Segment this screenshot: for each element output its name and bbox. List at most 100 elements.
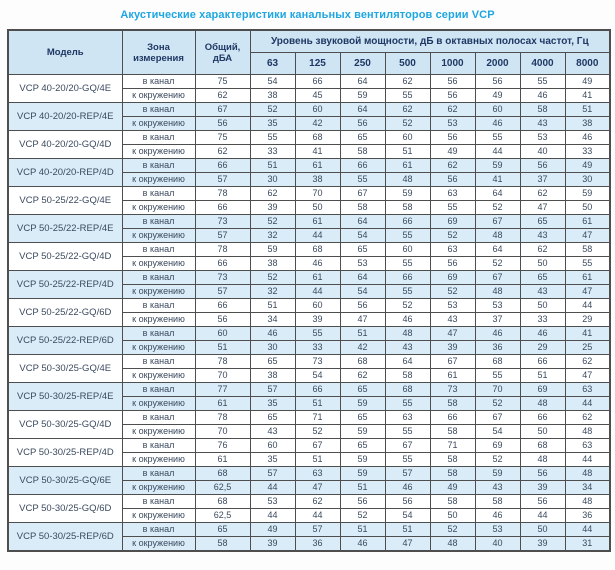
band-value-cell: 59 (474, 466, 521, 481)
zone-cell: к окружению (121, 396, 196, 411)
band-value-cell: 61 (294, 158, 341, 173)
band-value-cell: 59 (339, 452, 386, 467)
band-value-cell: 58 (429, 452, 476, 467)
band-value-cell: 68 (294, 242, 341, 257)
band-value-cell: 55 (384, 228, 431, 243)
band-value-cell: 55 (474, 130, 521, 145)
band-value-cell: 30 (249, 172, 296, 187)
band-value-cell: 50 (519, 256, 566, 271)
band-value-cell: 46 (294, 256, 341, 271)
band-value-cell: 51 (384, 522, 431, 537)
band-value-cell: 40 (519, 144, 566, 159)
page-title: Акустические характеристики канальных ве… (120, 9, 495, 21)
band-value-cell: 67 (474, 214, 521, 229)
zone-cell: к окружению (121, 256, 196, 271)
band-value-cell: 42 (339, 340, 386, 355)
band-value-cell: 68 (339, 354, 386, 369)
col-header-freq-250: 250 (339, 52, 386, 75)
band-value-cell: 33 (519, 312, 566, 327)
band-value-cell: 36 (474, 340, 521, 355)
band-value-cell: 35 (249, 396, 296, 411)
band-value-cell: 47 (339, 312, 386, 327)
band-value-cell: 68 (384, 382, 431, 397)
band-value-cell: 48 (564, 424, 611, 439)
band-value-cell: 55 (384, 88, 431, 103)
band-value-cell: 37 (474, 312, 521, 327)
total-value-cell: 77 (194, 382, 251, 397)
zone-cell: в канал (121, 438, 196, 453)
zone-cell: в канал (121, 158, 196, 173)
band-value-cell: 50 (519, 522, 566, 537)
band-value-cell: 58 (519, 102, 566, 117)
band-value-cell: 66 (429, 410, 476, 425)
band-value-cell: 54 (339, 228, 386, 243)
band-value-cell: 65 (339, 242, 386, 257)
table-row: VCP 50-25/22-GQ/4D в канал 78 59 68 65 60 63 64 6… (7, 242, 611, 271)
band-value-cell: 63 (384, 410, 431, 425)
band-value-cell: 61 (294, 214, 341, 229)
band-value-cell: 62 (249, 186, 296, 201)
table-row: к окружению 70 38 54 62 58 61 55 51 47 (8, 368, 611, 383)
band-value-cell: 58 (384, 368, 431, 383)
band-value-cell: 57 (294, 522, 341, 537)
band-value-cell: 32 (249, 284, 296, 299)
band-value-cell: 69 (474, 438, 521, 453)
zone-cell: в канал (121, 214, 196, 229)
band-value-cell: 64 (474, 242, 521, 257)
band-value-cell: 34 (564, 480, 611, 495)
model-cell: VCP 50-25/22-GQ/4D (7, 242, 123, 271)
band-value-cell: 56 (474, 74, 521, 89)
band-value-cell: 54 (339, 284, 386, 299)
band-value-cell: 58 (384, 200, 431, 215)
band-value-cell: 33 (564, 144, 611, 159)
header-row-top: Модель Зона измерения Общий, дБА Уровень… (7, 29, 611, 75)
band-value-cell: 43 (384, 340, 431, 355)
band-value-cell: 60 (249, 438, 296, 453)
band-value-cell: 38 (564, 116, 611, 131)
band-value-cell: 53 (429, 298, 476, 313)
band-value-cell: 53 (429, 116, 476, 131)
band-value-cell: 36 (294, 536, 341, 552)
band-value-cell: 56 (429, 74, 476, 89)
band-value-cell: 58 (429, 466, 476, 481)
model-cell: VCP 50-25/22-REP/4D (7, 270, 123, 299)
band-value-cell: 46 (474, 326, 521, 341)
band-value-cell: 63 (429, 242, 476, 257)
band-value-cell: 48 (384, 172, 431, 187)
band-value-cell: 67 (384, 438, 431, 453)
zone-cell: к окружению (121, 284, 196, 299)
band-value-cell: 44 (564, 452, 611, 467)
band-value-cell: 53 (474, 298, 521, 313)
col-header-zone: Зона измерения (121, 29, 196, 75)
model-cell: VCP 50-25/22-GQ/6D (7, 298, 123, 327)
band-value-cell: 66 (294, 382, 341, 397)
band-value-cell: 38 (294, 172, 341, 187)
band-value-cell: 55 (384, 256, 431, 271)
band-value-cell: 51 (339, 480, 386, 495)
band-value-cell: 56 (429, 130, 476, 145)
zone-cell: в канал (121, 326, 196, 341)
table-row: к окружению 56 35 42 56 52 53 46 43 38 (8, 116, 611, 131)
total-value-cell: 61 (194, 452, 251, 467)
total-value-cell: 78 (194, 186, 251, 201)
table-row: VCP 50-30/25-GQ/4E в канал 78 65 73 68 64 67 68 6… (7, 354, 611, 383)
band-value-cell: 44 (519, 508, 566, 523)
band-value-cell: 48 (474, 284, 521, 299)
band-value-cell: 33 (294, 340, 341, 355)
band-value-cell: 59 (339, 396, 386, 411)
band-value-cell: 31 (564, 536, 611, 552)
band-value-cell: 70 (474, 382, 521, 397)
band-value-cell: 52 (474, 256, 521, 271)
band-value-cell: 48 (474, 228, 521, 243)
table-row: VCP 50-25/22-REP/4E в канал 73 52 61 64 66 69 67… (7, 214, 611, 243)
col-header-freq-4000: 4000 (519, 52, 566, 75)
band-value-cell: 48 (519, 396, 566, 411)
band-value-cell: 56 (429, 172, 476, 187)
band-value-cell: 65 (519, 214, 566, 229)
col-header-freq-500: 500 (384, 52, 431, 75)
model-cell: VCP 40-20/20-REP/4E (7, 102, 123, 131)
band-value-cell: 60 (294, 298, 341, 313)
band-value-cell: 52 (429, 522, 476, 537)
band-value-cell: 53 (249, 494, 296, 509)
band-value-cell: 53 (474, 522, 521, 537)
